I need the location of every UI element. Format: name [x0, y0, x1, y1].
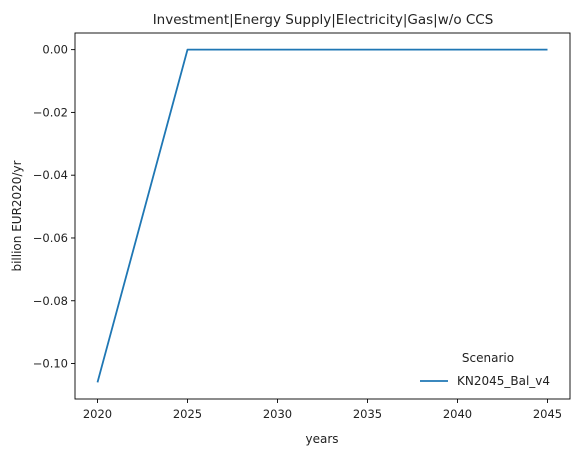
series-line-0 — [96, 48, 548, 383]
legend-label-kn2045-bal-v4: KN2045_Bal_v4 — [457, 374, 550, 388]
x-axis: 2020 2025 2030 2035 2040 2045 — [83, 399, 562, 421]
legend-title: Scenario — [462, 351, 514, 365]
x-tick-label: 2045 — [533, 407, 562, 421]
x-tick-label: 2020 — [83, 407, 112, 421]
x-tick-label: 2030 — [263, 407, 292, 421]
x-axis-label: years — [305, 432, 338, 446]
x-tick-label: 2035 — [353, 407, 382, 421]
plot-frame — [74, 32, 571, 400]
y-tick-label: −0.10 — [33, 357, 68, 371]
x-tick-label: 2040 — [443, 407, 472, 421]
legend: Scenario KN2045_Bal_v4 — [420, 351, 550, 388]
y-tick-label: −0.02 — [33, 105, 68, 119]
y-axis: 0.00 −0.02 −0.04 −0.06 −0.08 −0.10 — [33, 43, 75, 371]
y-axis-label: billion EUR2020/yr — [10, 160, 24, 271]
series-layer — [96, 48, 548, 383]
y-tick-label: 0.00 — [42, 43, 68, 57]
y-tick-label: −0.08 — [33, 294, 68, 308]
y-tick-label: −0.06 — [33, 231, 68, 245]
chart-title: Investment|Energy Supply|Electricity|Gas… — [153, 12, 494, 28]
y-tick-label: −0.04 — [33, 168, 68, 182]
x-tick-label: 2025 — [173, 407, 202, 421]
